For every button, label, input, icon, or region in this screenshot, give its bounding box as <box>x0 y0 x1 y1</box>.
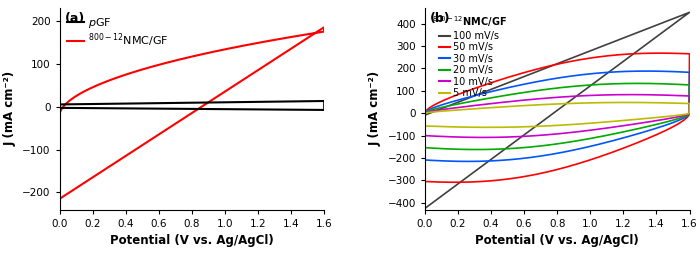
10 mV/s <box>593 128 601 131</box>
100 mV/s <box>491 155 499 158</box>
10 mV/s <box>668 116 676 119</box>
10 mV/s <box>421 114 429 117</box>
30 mV/s <box>561 150 569 154</box>
5 mV/s <box>491 126 499 129</box>
20 mV/s <box>491 148 499 151</box>
Y-axis label: J (mA cm⁻²): J (mA cm⁻²) <box>369 71 382 146</box>
Text: (a): (a) <box>65 12 85 25</box>
Line: 5 mV/s: 5 mV/s <box>425 102 690 127</box>
Line: 10 mV/s: 10 mV/s <box>425 95 690 138</box>
X-axis label: Potential (V vs. Ag/AgCl): Potential (V vs. Ag/AgCl) <box>475 234 639 247</box>
100 mV/s <box>561 103 569 106</box>
20 mV/s <box>619 82 627 85</box>
10 mV/s <box>491 136 499 139</box>
Line: 100 mV/s: 100 mV/s <box>425 12 690 209</box>
5 mV/s <box>561 123 569 127</box>
50 mV/s <box>421 117 429 120</box>
50 mV/s <box>505 75 513 79</box>
20 mV/s <box>634 82 642 85</box>
10 mV/s <box>505 100 513 103</box>
100 mV/s <box>421 207 429 210</box>
100 mV/s <box>668 24 676 27</box>
50 mV/s <box>655 52 664 55</box>
X-axis label: Potential (V vs. Ag/AgCl): Potential (V vs. Ag/AgCl) <box>110 234 274 247</box>
20 mV/s <box>421 114 429 118</box>
30 mV/s <box>421 116 429 119</box>
30 mV/s <box>619 70 627 73</box>
20 mV/s <box>593 136 601 139</box>
50 mV/s <box>491 179 499 182</box>
50 mV/s <box>619 53 627 56</box>
5 mV/s <box>622 101 630 104</box>
5 mV/s <box>484 126 493 129</box>
100 mV/s <box>421 113 429 117</box>
50 mV/s <box>451 181 459 184</box>
100 mV/s <box>619 36 627 40</box>
50 mV/s <box>668 125 676 129</box>
50 mV/s <box>593 156 601 159</box>
100 mV/s <box>505 81 513 84</box>
Legend: 100 mV/s, 50 mV/s, 30 mV/s, 20 mV/s, 10 mV/s, 5 mV/s: 100 mV/s, 50 mV/s, 30 mV/s, 20 mV/s, 10 … <box>430 13 508 100</box>
Text: (b): (b) <box>430 12 451 25</box>
30 mV/s <box>642 69 650 73</box>
Legend: $\it{p}$GF, $^{800-12}$NMC/GF: $\it{p}$GF, $^{800-12}$NMC/GF <box>65 13 172 52</box>
30 mV/s <box>668 121 676 124</box>
20 mV/s <box>421 114 429 118</box>
5 mV/s <box>505 105 513 108</box>
10 mV/s <box>619 93 627 96</box>
30 mV/s <box>505 86 513 89</box>
5 mV/s <box>668 114 676 117</box>
Y-axis label: J (mA cm⁻²): J (mA cm⁻²) <box>4 71 17 146</box>
10 mV/s <box>421 114 429 117</box>
Line: 50 mV/s: 50 mV/s <box>425 53 690 182</box>
30 mV/s <box>593 143 601 146</box>
50 mV/s <box>421 117 429 120</box>
30 mV/s <box>491 159 499 162</box>
100 mV/s <box>685 11 694 14</box>
10 mV/s <box>479 136 487 139</box>
Line: 30 mV/s: 30 mV/s <box>425 71 690 161</box>
Line: 20 mV/s: 20 mV/s <box>425 83 690 150</box>
30 mV/s <box>464 160 473 163</box>
30 mV/s <box>421 116 429 119</box>
20 mV/s <box>561 141 569 144</box>
50 mV/s <box>561 166 569 169</box>
5 mV/s <box>619 101 627 104</box>
20 mV/s <box>473 148 481 151</box>
10 mV/s <box>627 93 636 96</box>
100 mV/s <box>593 79 601 82</box>
20 mV/s <box>505 93 513 96</box>
5 mV/s <box>593 121 601 124</box>
10 mV/s <box>561 132 569 135</box>
5 mV/s <box>421 113 429 116</box>
5 mV/s <box>421 113 429 116</box>
20 mV/s <box>668 119 676 122</box>
